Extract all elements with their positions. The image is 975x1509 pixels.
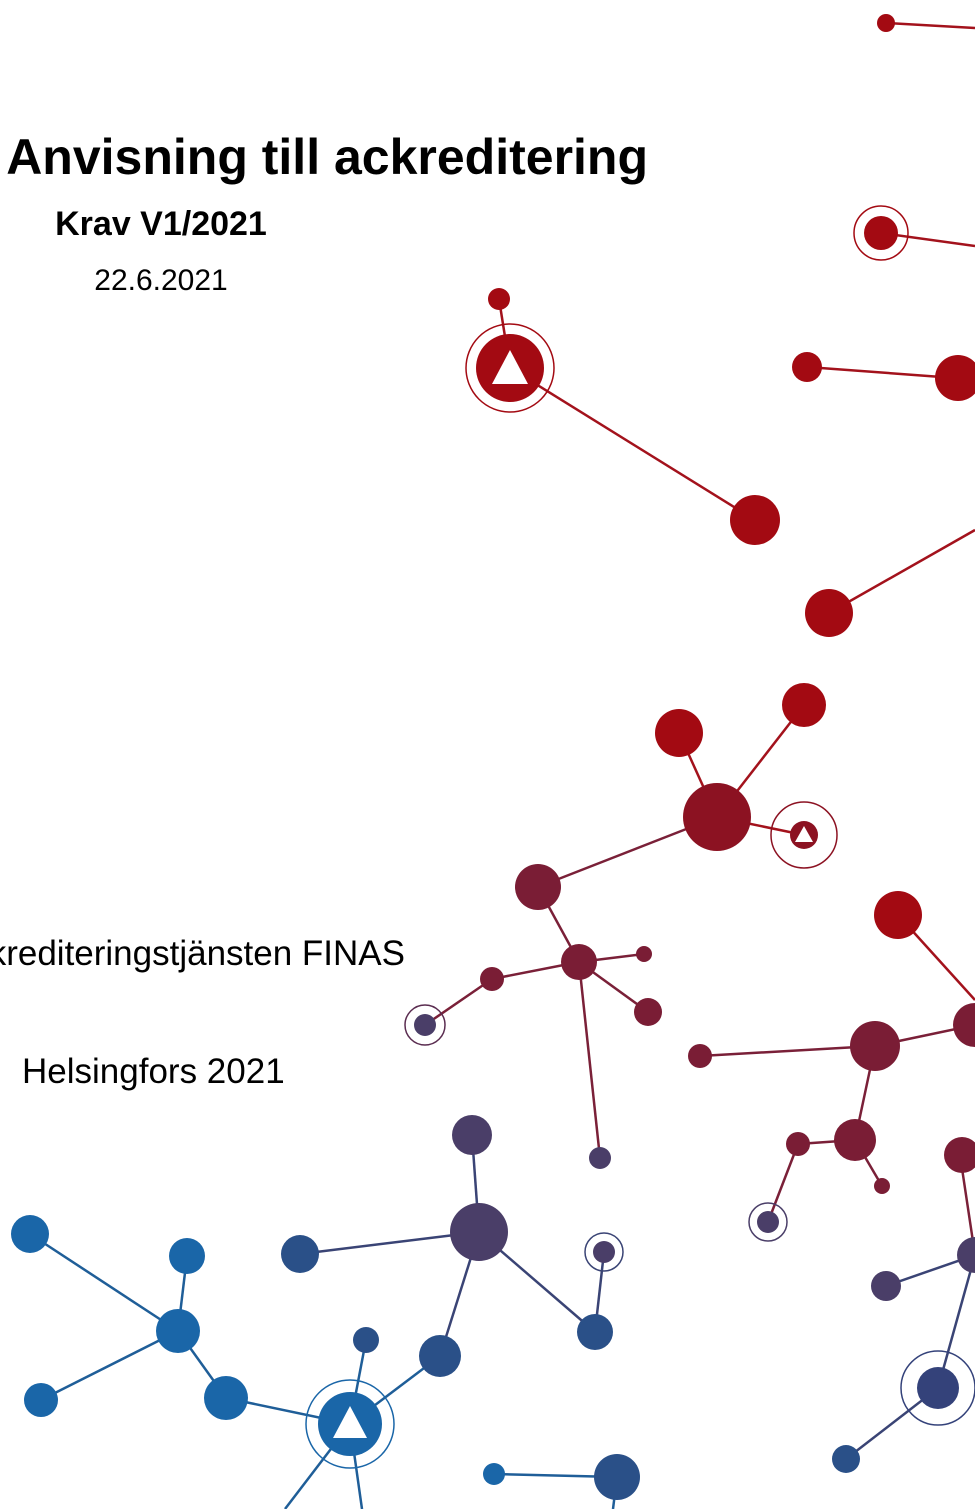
page: {"header": {"title": "Anvisning till ack…: [0, 0, 975, 1509]
document-title: Anvisning till ackreditering: [6, 129, 648, 185]
document-subtitle: Krav V1/2021: [55, 205, 267, 243]
organization: Ackrediteringstjänsten FINAS: [0, 934, 405, 973]
place-year: Helsingfors 2021: [22, 1052, 285, 1091]
document-date: 22.6.2021: [94, 264, 227, 297]
cover: Anvisning till ackreditering Krav V1/202…: [0, 0, 975, 1509]
